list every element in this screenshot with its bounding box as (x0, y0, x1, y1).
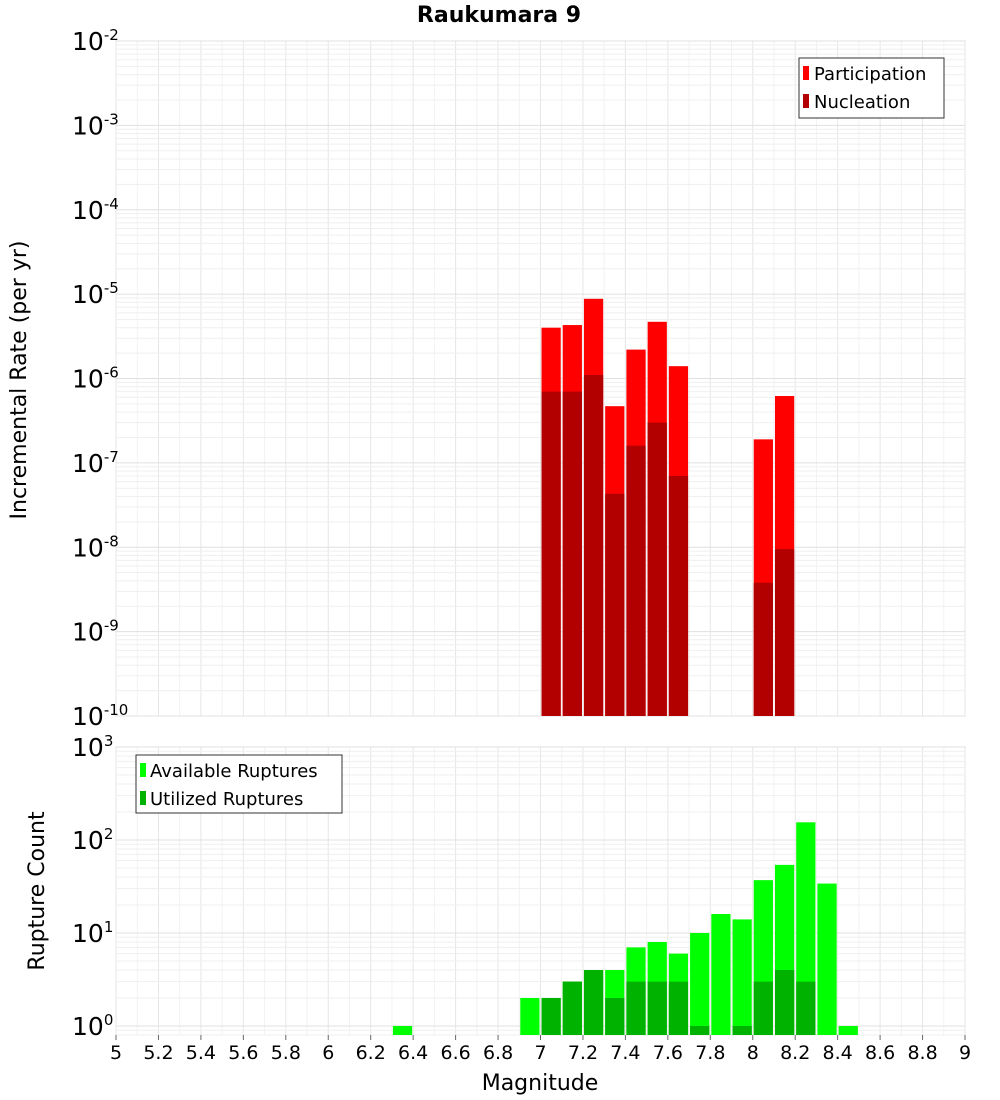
count-bar-utilized-ruptures (647, 981, 667, 1035)
rate-bar-nucleation (668, 475, 689, 716)
count-bar-utilized-ruptures (626, 981, 646, 1035)
count-legend-box (135, 754, 343, 814)
count-y-tick-label: 103 (72, 732, 113, 762)
count-panel: 100 101 102 103 5 5.2 5.4 5.6 5.8 6 6.2 6.4 6.6 6.8 7… (25, 732, 971, 1096)
count-bar-utilized-ruptures (541, 997, 561, 1035)
count-bar-utilized-ruptures (605, 997, 625, 1035)
count-bar-utilized-ruptures (562, 981, 582, 1035)
x-tick-label: 6 (322, 1042, 334, 1064)
x-tick-label: 8.2 (780, 1042, 810, 1064)
rate-bar-nucleation (774, 549, 795, 716)
legend-label-participation: Participation (814, 64, 926, 85)
legend-swatch-utilized (140, 791, 146, 805)
rate-y-tick-label: 10-10 (72, 701, 128, 731)
x-axis-title: Magnitude (482, 1071, 599, 1096)
x-ticks: 5 5.2 5.4 5.6 5.8 6 6.2 6.4 6.6 6.8 7 7.2 7.4 7.6 7.8 8… (110, 1035, 971, 1064)
x-tick-label: 6.8 (483, 1042, 513, 1064)
rate-bar-nucleation (753, 582, 773, 716)
x-tick-label: 6.4 (398, 1042, 428, 1064)
x-tick-label: 8.6 (865, 1042, 895, 1064)
count-bar-available-ruptures (817, 883, 837, 1035)
legend-swatch-available (140, 763, 146, 777)
chart-title: Raukumara 9 (417, 3, 581, 28)
rate-bar-nucleation (583, 375, 604, 716)
x-tick-label: 9 (959, 1042, 971, 1064)
count-bar-available-ruptures (690, 932, 710, 1035)
x-tick-label: 8 (747, 1042, 759, 1064)
rate-panel: 10-10 10-9 10-8 10-7 10-6 10-5 10-4 10-3 10-2 Ra… (7, 3, 966, 731)
count-y-tick-label: 100 (72, 1011, 113, 1041)
x-tick-label: 5.6 (228, 1042, 258, 1064)
count-bars (392, 822, 858, 1035)
count-y-ticks: 100 101 102 103 (72, 732, 113, 1041)
count-bar-utilized-ruptures (583, 969, 604, 1035)
rate-bar-nucleation (605, 493, 625, 716)
rate-y-tick-label: 10-4 (72, 195, 119, 225)
count-y-tick-label: 102 (72, 825, 113, 855)
legend-swatch-nucleation (803, 94, 809, 108)
rate-y-tick-label: 10-3 (72, 110, 119, 140)
x-tick-label: 5.4 (186, 1042, 216, 1064)
rate-y-tick-label: 10-8 (72, 532, 119, 562)
count-y-tick-label: 101 (72, 918, 113, 948)
legend-label-available: Available Ruptures (150, 761, 318, 782)
rate-bar-nucleation (541, 391, 561, 716)
x-tick-label: 7.4 (610, 1042, 640, 1064)
x-tick-label: 7.8 (695, 1042, 725, 1064)
rate-bar-nucleation (562, 391, 582, 716)
rate-y-ticks: 10-10 10-9 10-8 10-7 10-6 10-5 10-4 10-3 10-2 (72, 26, 128, 731)
legend-label-nucleation: Nucleation (814, 92, 910, 113)
count-bar-available-ruptures (392, 1025, 413, 1035)
count-bar-utilized-ruptures (796, 981, 816, 1035)
count-bar-utilized-ruptures (690, 1025, 710, 1035)
rate-y-tick-label: 10-5 (72, 279, 119, 309)
count-bar-available-ruptures (711, 914, 731, 1035)
rate-y-axis-title: Incremental Rate (per yr) (7, 241, 32, 520)
rate-y-tick-label: 10-2 (72, 26, 119, 56)
rate-legend: Participation Nucleation (798, 57, 945, 119)
x-tick-label: 5.2 (143, 1042, 173, 1064)
x-tick-label: 6.6 (440, 1042, 470, 1064)
rate-bars (541, 298, 795, 716)
legend-label-utilized: Utilized Ruptures (150, 789, 303, 810)
rate-legend-box (798, 57, 945, 119)
rate-y-tick-label: 10-6 (72, 364, 119, 394)
x-tick-label: 7.2 (568, 1042, 598, 1064)
rate-y-tick-label: 10-9 (72, 617, 119, 647)
x-tick-label: 5.8 (271, 1042, 301, 1064)
rate-grid (115, 40, 966, 717)
x-tick-label: 7 (534, 1042, 546, 1064)
count-legend: Available Ruptures Utilized Ruptures (135, 754, 343, 814)
count-bar-available-ruptures (520, 997, 540, 1035)
count-bar-available-ruptures (732, 919, 752, 1035)
rate-bar-nucleation (647, 422, 667, 716)
x-tick-label: 5 (110, 1042, 122, 1064)
rate-y-tick-label: 10-7 (72, 448, 119, 478)
x-tick-label: 8.4 (823, 1042, 853, 1064)
count-bar-available-ruptures (838, 1025, 858, 1035)
count-bar-utilized-ruptures (732, 1025, 752, 1035)
rate-bar-nucleation (626, 445, 646, 716)
count-bar-utilized-ruptures (668, 981, 689, 1035)
x-tick-label: 8.8 (907, 1042, 937, 1064)
count-y-axis-title: Rupture Count (25, 811, 50, 971)
count-bar-utilized-ruptures (753, 981, 773, 1035)
legend-swatch-participation (803, 66, 809, 80)
count-bar-utilized-ruptures (774, 969, 795, 1035)
x-tick-label: 6.2 (356, 1042, 386, 1064)
x-tick-label: 7.6 (653, 1042, 683, 1064)
